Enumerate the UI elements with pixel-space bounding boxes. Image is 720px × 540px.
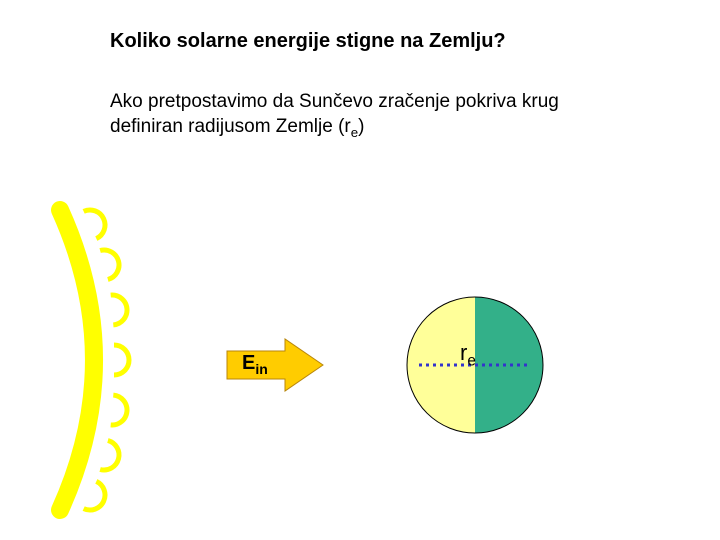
paragraph-prefix: Ako pretpostavimo da Sunčevo zračenje po…	[110, 91, 559, 137]
sun-icon	[10, 200, 190, 520]
paragraph-suffix: )	[358, 116, 364, 137]
arrow-label-sub: in	[255, 361, 267, 377]
body-paragraph: Ako pretpostavimo da Sunčevo zračenje po…	[110, 90, 630, 141]
sun-diagram	[10, 200, 190, 520]
arrow-label-main: E	[242, 352, 255, 374]
radius-label: re	[460, 340, 476, 370]
arrow-icon	[225, 335, 325, 395]
arrow-label: Ein	[242, 352, 268, 377]
page-title: Koliko solarne energije stigne na Zemlju…	[110, 30, 506, 53]
energy-arrow	[225, 335, 325, 395]
radius-label-sub: e	[467, 352, 476, 369]
sun-arc	[60, 210, 94, 510]
